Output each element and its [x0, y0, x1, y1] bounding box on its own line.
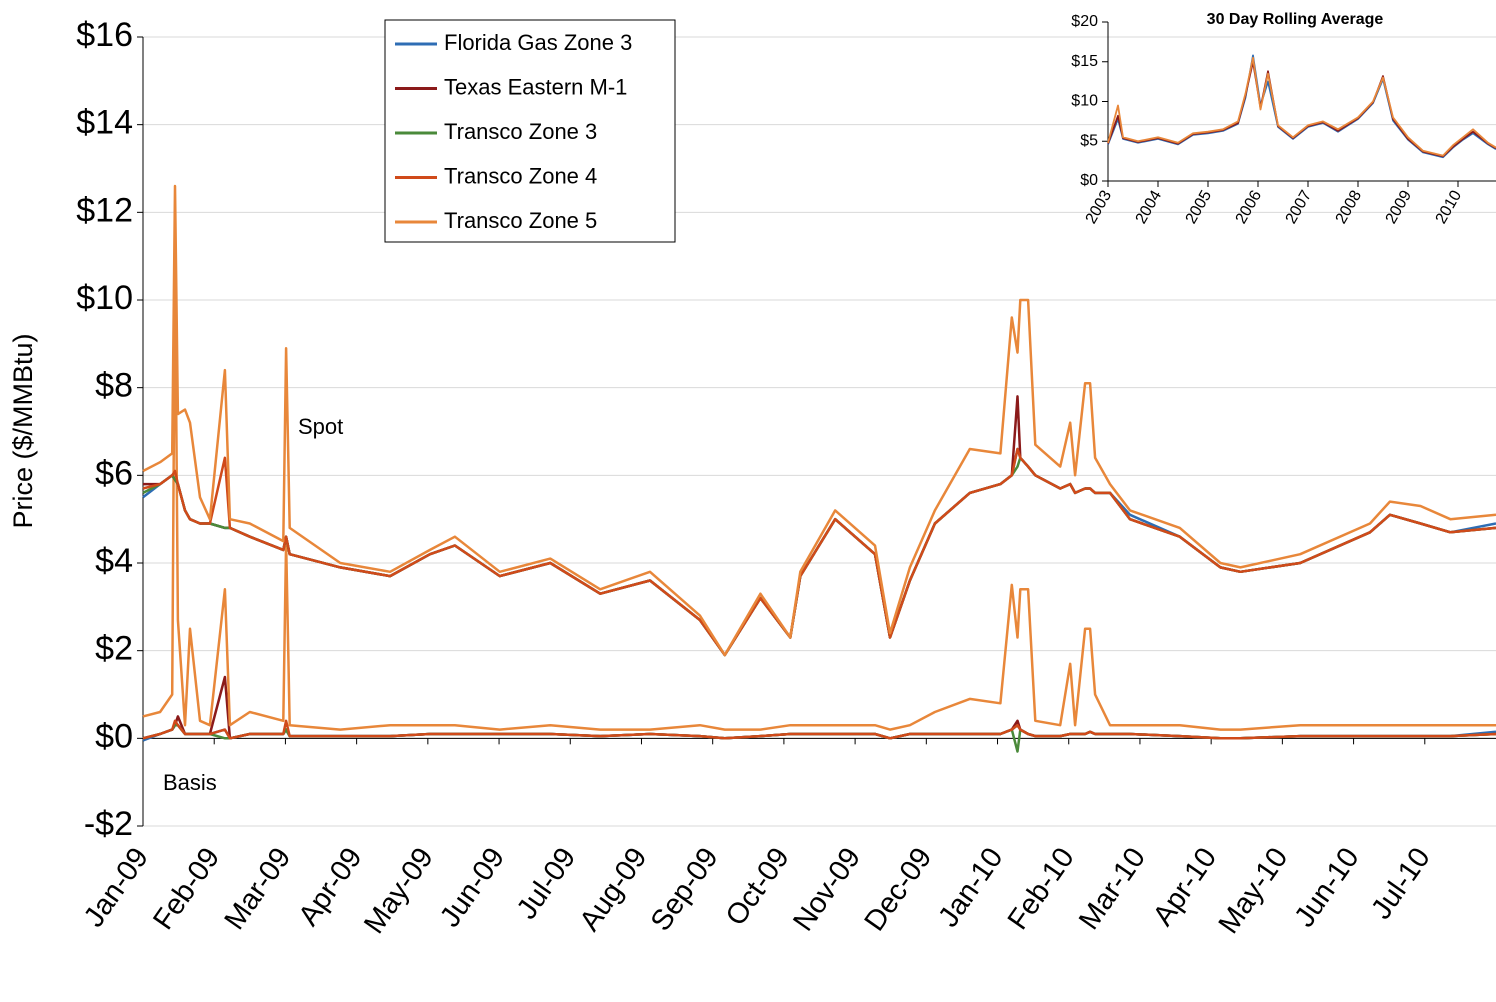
legend-label: Transco Zone 3 [444, 119, 597, 144]
legend-label: Texas Eastern M-1 [444, 74, 627, 99]
y-tick-label: $12 [76, 191, 133, 229]
series-line [143, 395, 1496, 657]
series-line [1107, 54, 1496, 159]
x-tick-label: Apr-10 [1147, 842, 1223, 932]
x-tick-label: 2003 [1083, 188, 1116, 227]
x-tick-label: 2008 [1333, 188, 1366, 227]
x-tick-label: Jun-10 [1289, 842, 1366, 933]
y-tick-label: $0 [95, 717, 133, 755]
annotation: Basis [163, 770, 217, 795]
y-tick-label: $20 [1071, 13, 1098, 30]
x-tick-label: Jun-09 [434, 842, 511, 933]
legend-box [384, 19, 676, 243]
series-line [142, 447, 1496, 657]
y-tick-label: $14 [76, 104, 133, 142]
y-axis-title: Price ($/MMBtu) [8, 333, 38, 528]
x-tick-label: Sep-09 [645, 842, 725, 937]
x-tick-label: Jul-09 [511, 842, 583, 925]
legend: Florida Gas Zone 3 Texas Eastern M-1 Trans… [384, 19, 676, 243]
x-tick-label: 2009 [1383, 188, 1416, 227]
legend-label: Florida Gas Zone 3 [444, 30, 632, 55]
x-tick-label: May-09 [358, 842, 440, 940]
series-line [142, 447, 1496, 657]
y-tick-label: $10 [1071, 93, 1098, 110]
y-tick-label: $4 [95, 542, 133, 580]
y-tick-label: -$2 [84, 805, 133, 843]
x-tick-label: 2007 [1283, 188, 1316, 227]
y-tick-label: $10 [76, 279, 133, 317]
x-tick-label: Feb-10 [1002, 842, 1081, 936]
y-tick-label: $0 [1080, 172, 1098, 189]
y-tick-label: $5 [1080, 132, 1098, 149]
y-tick-label: $6 [95, 454, 133, 492]
x-tick-label: May-10 [1213, 842, 1295, 940]
x-tick-label: Aug-09 [574, 842, 654, 937]
x-tick-label: Jan-10 [932, 842, 1009, 933]
legend-label: Transco Zone 5 [444, 208, 597, 233]
x-tick-label: Nov-09 [787, 842, 867, 937]
annotation: Spot [298, 414, 343, 439]
x-tick-label: Jan-09 [78, 842, 155, 933]
x-tick-label: 2005 [1183, 188, 1216, 227]
series-line [142, 184, 1496, 657]
x-tick-label: 2010 [1433, 188, 1466, 227]
y-tick-label: $2 [95, 630, 133, 668]
series-line [1107, 56, 1496, 157]
basis-line [142, 254, 1496, 731]
x-tick-label: Dec-09 [858, 842, 938, 937]
x-tick-label: 2006 [1233, 188, 1266, 227]
x-tick-label: 2004 [1133, 188, 1166, 227]
y-tick-label: $16 [76, 16, 133, 54]
x-tick-label: Mar-10 [1073, 842, 1152, 936]
x-tick-label: Oct-09 [720, 842, 796, 932]
inset-title: 30 Day Rolling Average [1207, 11, 1384, 28]
x-tick-label: Jul-10 [1365, 842, 1437, 925]
y-tick-label: $8 [95, 367, 133, 405]
x-tick-label: Feb-09 [147, 842, 226, 936]
x-tick-label: Apr-09 [292, 842, 368, 932]
y-tick-label: $15 [1071, 53, 1098, 70]
legend-label: Transco Zone 4 [444, 163, 597, 188]
basis-line [142, 719, 1496, 740]
x-tick-label: Mar-09 [219, 842, 298, 936]
series-line [1107, 60, 1496, 158]
